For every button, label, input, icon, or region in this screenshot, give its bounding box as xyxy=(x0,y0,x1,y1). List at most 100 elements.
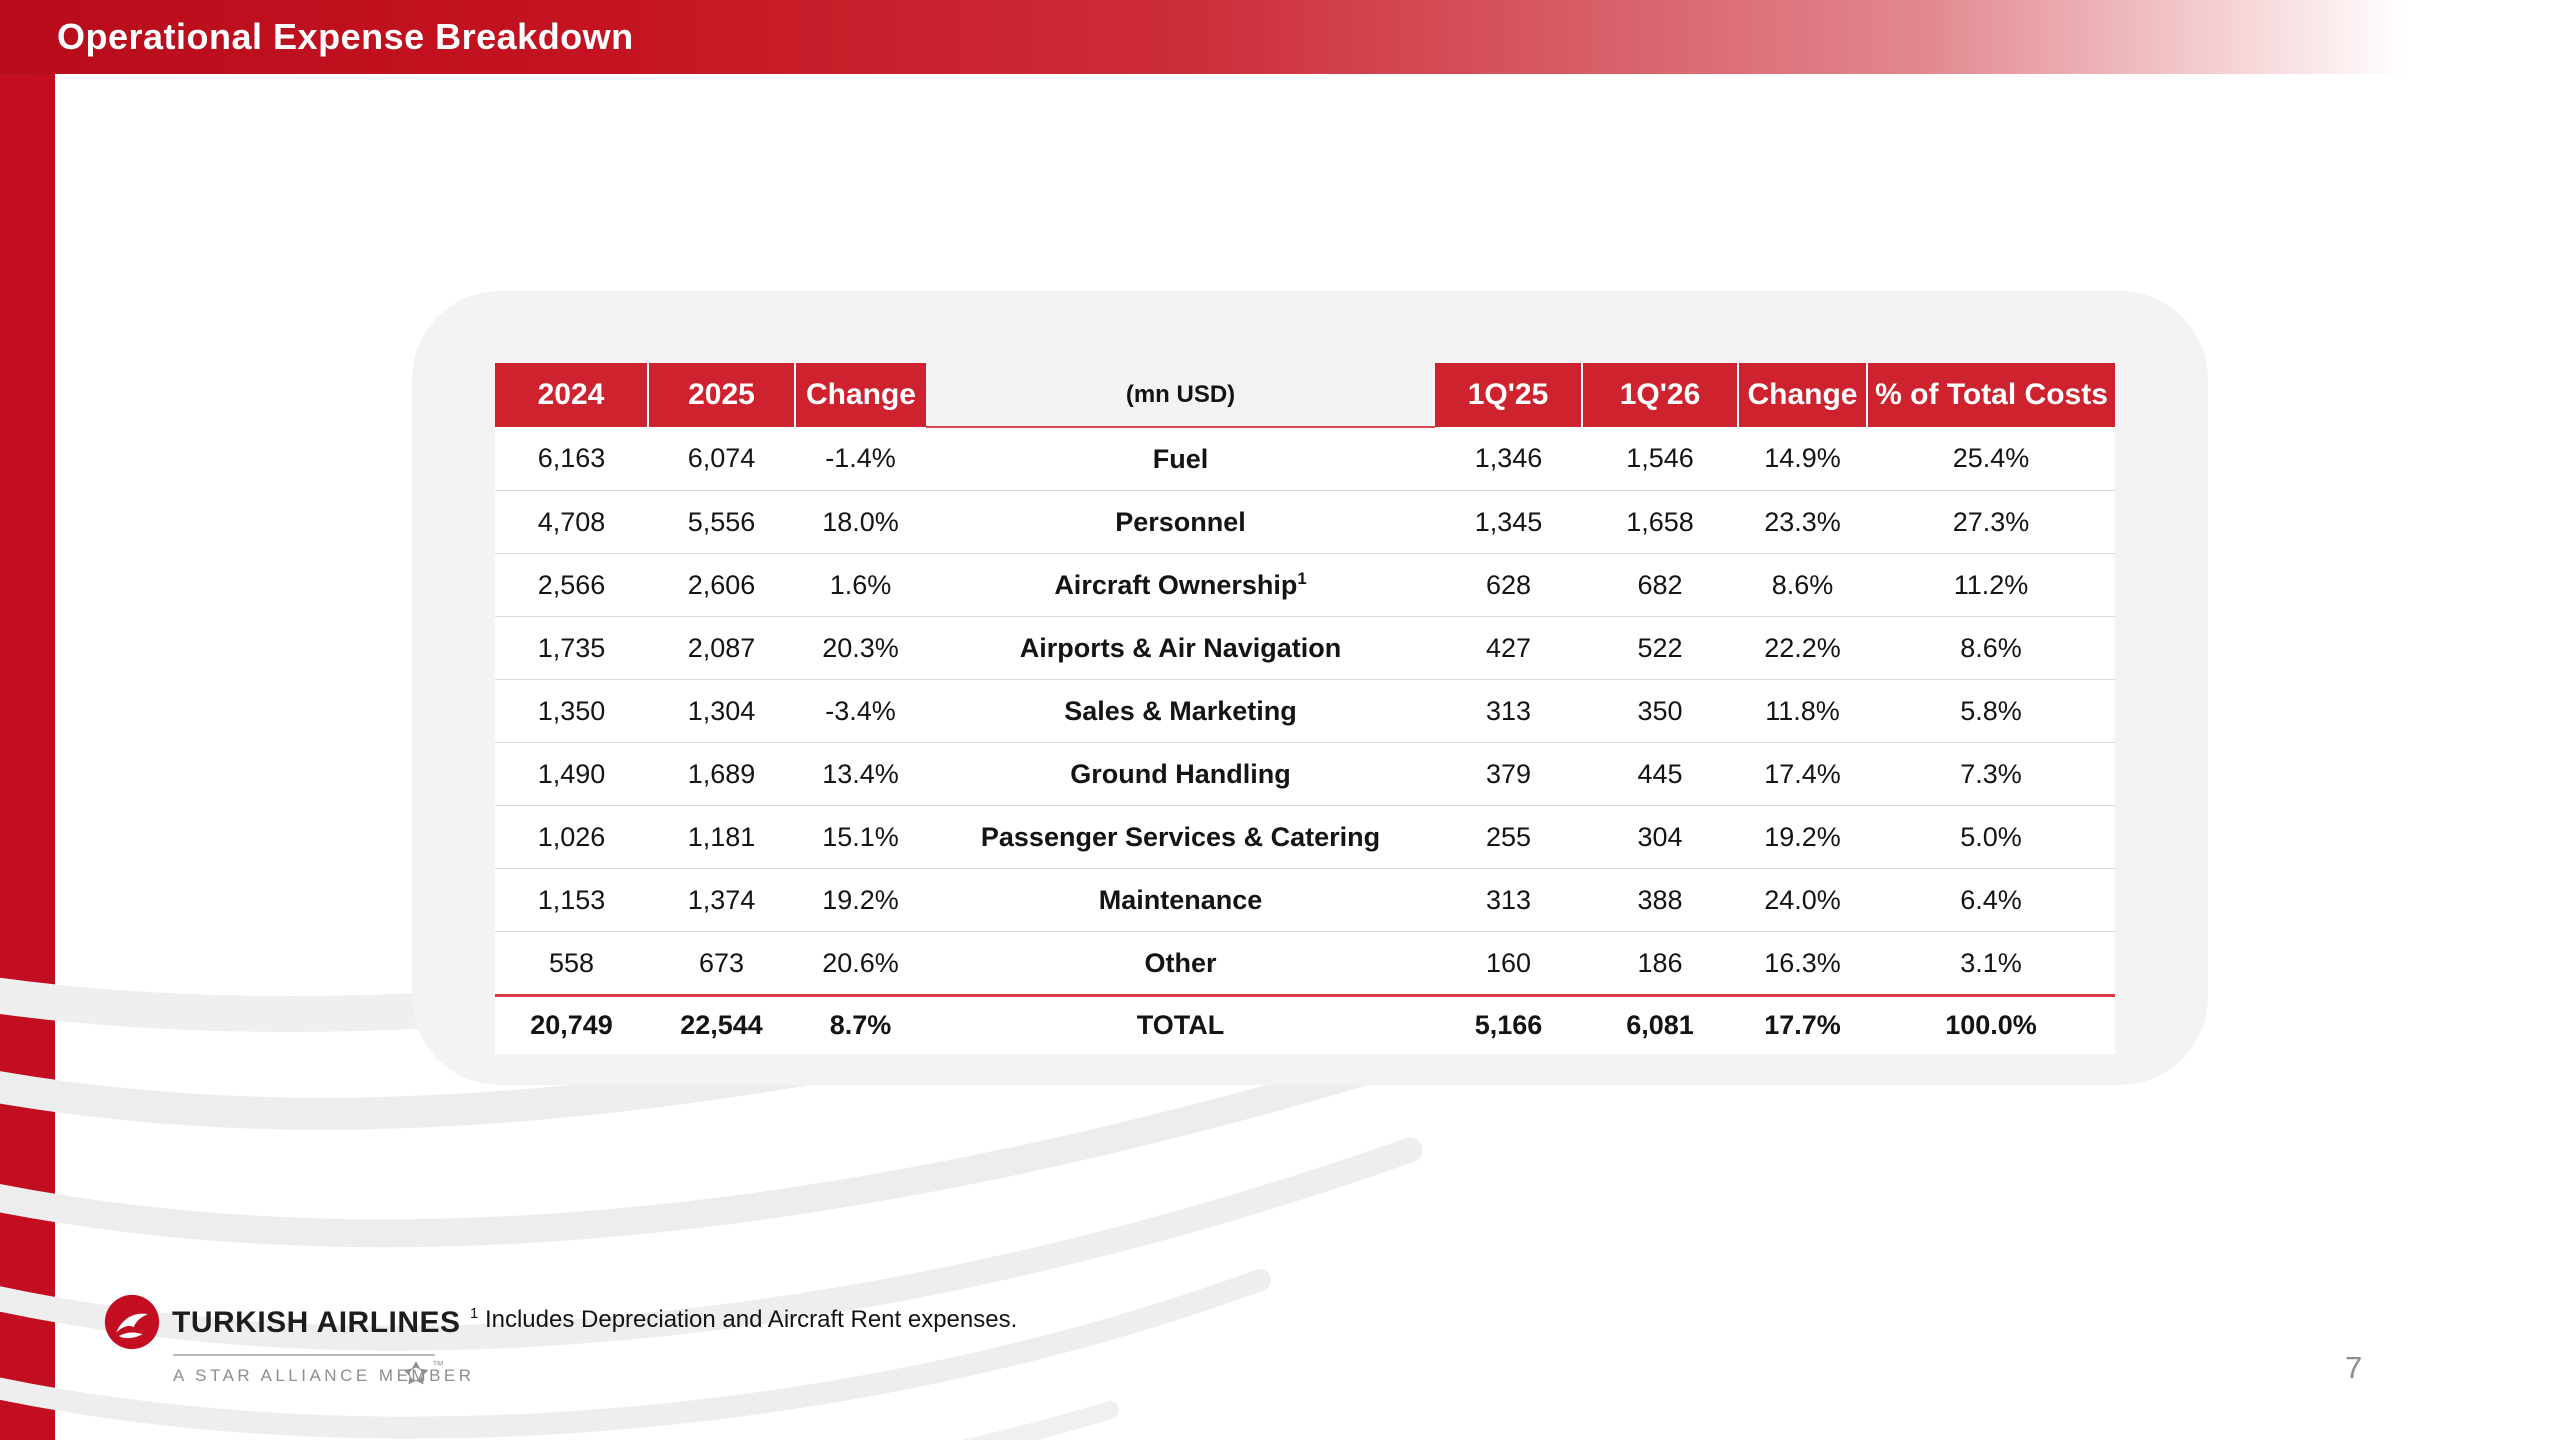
column-header-cell: % of Total Costs xyxy=(1867,363,2115,427)
value-cell: 1,026 xyxy=(495,805,648,869)
value-cell: 3.1% xyxy=(1867,931,2115,996)
value-cell: 19.2% xyxy=(795,868,926,932)
footnote-ref: 1 xyxy=(470,1306,479,1322)
value-cell: 5,556 xyxy=(648,490,795,554)
value-cell: 25.4% xyxy=(1867,427,2115,491)
table-row: 1,153 1,374 19.2% Maintenance 313 388 24.0% 6.4… xyxy=(495,868,2115,932)
value-cell: 558 xyxy=(495,931,648,996)
value-cell: 8.7% xyxy=(795,994,926,1054)
value-cell: 1,689 xyxy=(648,742,795,806)
value-cell: 427 xyxy=(1435,616,1582,680)
value-cell: 5,166 xyxy=(1435,994,1582,1054)
value-cell: 1,345 xyxy=(1435,490,1582,554)
category-cell: Fuel xyxy=(926,427,1435,491)
value-cell: 628 xyxy=(1435,553,1582,617)
table-row: 1,735 2,087 20.3% Airports & Air Navigation… xyxy=(495,616,2115,680)
title-banner: Operational Expense Breakdown xyxy=(0,0,2560,74)
value-cell: 1,658 xyxy=(1582,490,1738,554)
value-cell: 1,181 xyxy=(648,805,795,869)
column-header-cell: Change xyxy=(1738,363,1868,427)
page-title: Operational Expense Breakdown xyxy=(57,16,634,57)
column-header-cell: 2024 xyxy=(495,363,649,427)
value-cell: 1,304 xyxy=(648,679,795,743)
brand-divider xyxy=(173,1354,435,1356)
value-cell: 186 xyxy=(1582,931,1738,996)
unit-header-cell: (mn USD) xyxy=(926,363,1435,428)
value-cell: 17.7% xyxy=(1738,994,1867,1054)
value-cell: 7.3% xyxy=(1867,742,2115,806)
footnote-text: Includes Depreciation and Aircraft Rent … xyxy=(484,1306,1018,1333)
value-cell: 15.1% xyxy=(795,805,926,869)
value-cell: 1,546 xyxy=(1582,427,1738,491)
table-row: 1,350 1,304 -3.4% Sales & Marketing 313 350 11… xyxy=(495,679,2115,743)
page-number: 7 xyxy=(2345,1350,2363,1385)
value-cell: 18.0% xyxy=(795,490,926,554)
value-cell: 1,490 xyxy=(495,742,648,806)
value-cell: 20.3% xyxy=(795,616,926,680)
value-cell: 6,081 xyxy=(1582,994,1738,1054)
value-cell: 11.2% xyxy=(1867,553,2115,617)
value-cell: 350 xyxy=(1582,679,1738,743)
value-cell: 673 xyxy=(648,931,795,996)
category-cell: Ground Handling xyxy=(926,742,1435,806)
footnote-ref-marker: 1 xyxy=(1297,568,1307,588)
value-cell: 17.4% xyxy=(1738,742,1867,806)
brand-wordmark: TURKISH AIRLINES xyxy=(172,1306,461,1339)
value-cell: 13.4% xyxy=(795,742,926,806)
value-cell: 5.0% xyxy=(1867,805,2115,869)
column-header-cell: 1Q'26 xyxy=(1582,363,1739,427)
value-cell: 16.3% xyxy=(1738,931,1867,996)
value-cell: 1,153 xyxy=(495,868,648,932)
value-cell: 8.6% xyxy=(1738,553,1867,617)
value-cell: 2,087 xyxy=(648,616,795,680)
star-alliance-tagline: A STAR ALLIANCE MEMBER xyxy=(173,1366,475,1385)
category-cell: Sales & Marketing xyxy=(926,679,1435,743)
value-cell: 6.4% xyxy=(1867,868,2115,932)
category-cell: Personnel xyxy=(926,490,1435,554)
star-alliance-icon xyxy=(403,1361,429,1385)
value-cell: 20.6% xyxy=(795,931,926,996)
value-cell: 4,708 xyxy=(495,490,648,554)
value-cell: 445 xyxy=(1582,742,1738,806)
turkish-airlines-logo-icon xyxy=(104,1294,160,1350)
category-cell: Aircraft Ownership1 xyxy=(926,553,1435,617)
value-cell: -1.4% xyxy=(795,427,926,491)
table-total-row: 20,749 22,544 8.7% TOTAL 5,166 6,081 17.7% 100.… xyxy=(495,994,2115,1054)
value-cell: 313 xyxy=(1435,868,1582,932)
value-cell: 255 xyxy=(1435,805,1582,869)
column-header-cell: 1Q'25 xyxy=(1435,363,1583,427)
value-cell: 100.0% xyxy=(1867,994,2115,1054)
value-cell: 304 xyxy=(1582,805,1738,869)
footnote: 1 Includes Depreciation and Aircraft Ren… xyxy=(470,1306,1017,1334)
value-cell: 379 xyxy=(1435,742,1582,806)
value-cell: 160 xyxy=(1435,931,1582,996)
table-row: 2,566 2,606 1.6% Aircraft Ownership1 628 682 8… xyxy=(495,553,2115,617)
table-row: 558 673 20.6% Other 160 186 16.3% 3.1% xyxy=(495,931,2115,996)
table-row: 6,163 6,074 -1.4% Fuel 1,346 1,546 14.9% 25.4% xyxy=(495,427,2115,491)
table-row: 1,026 1,181 15.1% Passenger Services & Cate… xyxy=(495,805,2115,869)
table-header-row: 2024 2025 Change (mn USD) 1Q'25 1Q'26 Change% … xyxy=(495,363,2115,428)
value-cell: 14.9% xyxy=(1738,427,1867,491)
value-cell: 1,374 xyxy=(648,868,795,932)
value-cell: 27.3% xyxy=(1867,490,2115,554)
value-cell: 6,074 xyxy=(648,427,795,491)
table-row: 1,490 1,689 13.4% Ground Handling 379 445 17.4… xyxy=(495,742,2115,806)
category-cell: Maintenance xyxy=(926,868,1435,932)
value-cell: 24.0% xyxy=(1738,868,1867,932)
value-cell: 1,346 xyxy=(1435,427,1582,491)
left-brand-strip xyxy=(0,0,55,1440)
value-cell: 522 xyxy=(1582,616,1738,680)
value-cell: -3.4% xyxy=(795,679,926,743)
value-cell: 1,350 xyxy=(495,679,648,743)
column-header-cell: Change xyxy=(795,363,926,427)
trademark-symbol: ™ xyxy=(432,1358,444,1372)
column-header-cell: 2025 xyxy=(648,363,796,427)
category-cell: Airports & Air Navigation xyxy=(926,616,1435,680)
value-cell: 22.2% xyxy=(1738,616,1867,680)
value-cell: 23.3% xyxy=(1738,490,1867,554)
value-cell: 6,163 xyxy=(495,427,648,491)
expense-table-container: 2024 2025 Change (mn USD) 1Q'25 1Q'26 Change% … xyxy=(495,363,2115,1054)
category-cell: Other xyxy=(926,931,1435,996)
value-cell: 5.8% xyxy=(1867,679,2115,743)
